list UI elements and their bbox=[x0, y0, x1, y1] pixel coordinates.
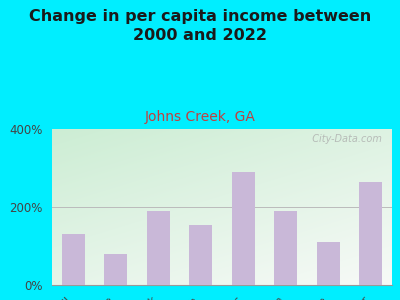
Bar bbox=[104, 254, 128, 285]
Bar bbox=[146, 211, 170, 285]
Text: Johns Creek, GA: Johns Creek, GA bbox=[144, 110, 256, 124]
Text: Change in per capita income between
2000 and 2022: Change in per capita income between 2000… bbox=[29, 9, 371, 43]
Bar bbox=[274, 211, 298, 285]
Text: City-Data.com: City-Data.com bbox=[306, 134, 382, 144]
Bar bbox=[62, 234, 85, 285]
Bar bbox=[316, 242, 340, 285]
Bar bbox=[359, 182, 382, 285]
Bar bbox=[189, 224, 212, 285]
Bar bbox=[232, 172, 255, 285]
